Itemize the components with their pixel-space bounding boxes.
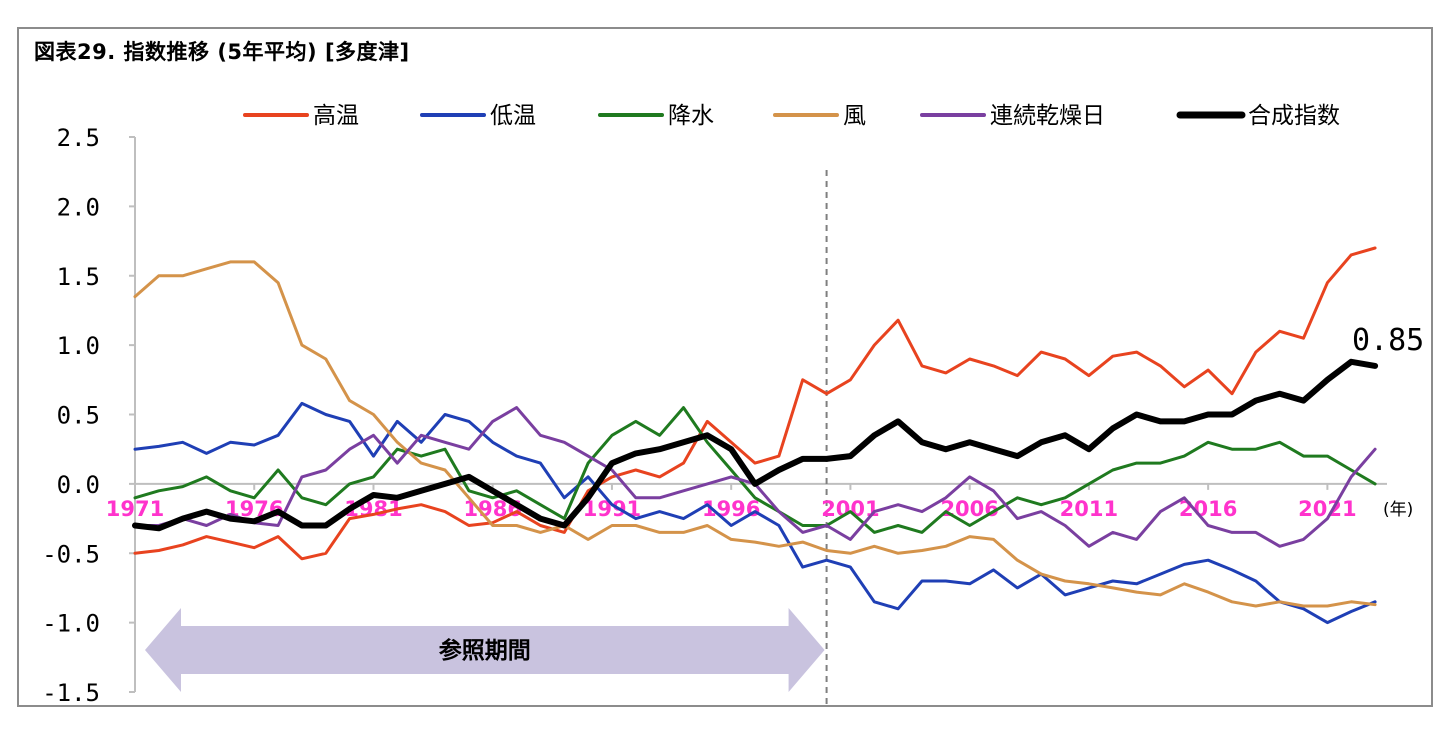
y-tick-label: 0.0	[57, 471, 100, 499]
chart-title: 図表29. 指数推移 (5年平均) [多度津]	[34, 40, 410, 64]
legend-label-降水: 降水	[668, 103, 714, 129]
x-tick-labels: 1971 1976 1981 1986 1991 1996 2001 2006 2011 2016…	[106, 497, 1413, 521]
reference-period-arrow: 参照期間	[145, 608, 825, 692]
legend: 高温 低温 降水 風 連続乾燥日 合成指数	[243, 103, 1340, 129]
legend-label-風: 風	[843, 103, 866, 129]
x-tick-label: 2006	[940, 497, 998, 521]
y-tick-label: -1.0	[42, 610, 100, 638]
x-tick-label: 2011	[1060, 497, 1118, 521]
end-value-label: 0.85	[1352, 323, 1424, 358]
series-line-合成指数	[132, 358, 1379, 532]
y-tick-label: 2.5	[57, 124, 100, 152]
series-line-風	[133, 260, 1377, 608]
x-tick-label: 1971	[106, 497, 164, 521]
legend-label-低温: 低温	[490, 103, 536, 129]
reference-period-shape	[145, 608, 825, 692]
chart-frame	[17, 27, 1433, 707]
y-tick-label: 1.0	[57, 332, 100, 360]
series-line-低温	[133, 401, 1377, 625]
y-tick-labels: 2.5 2.0 1.5 1.0 0.5 0.0 -0.5 -1.0 -1.5	[42, 124, 100, 707]
y-tick-label: 1.5	[57, 263, 100, 291]
y-tick-label: -1.5	[42, 679, 100, 707]
legend-label-高温: 高温	[313, 103, 359, 129]
reference-period-label: 参照期間	[439, 637, 531, 664]
series-lines	[132, 246, 1379, 625]
legend-label-連続乾燥日: 連続乾燥日	[990, 103, 1105, 129]
y-tick-label: 2.0	[57, 193, 100, 221]
annotations: 0.85	[1352, 323, 1424, 358]
series-line-高温	[133, 246, 1377, 561]
x-axis-unit-label: (年)	[1383, 500, 1413, 520]
axes	[129, 136, 1387, 704]
y-tick-label: -0.5	[42, 540, 100, 568]
y-tick-label: 0.5	[57, 402, 100, 430]
series-line-降水	[133, 406, 1377, 534]
legend-label-合成指数: 合成指数	[1248, 103, 1340, 129]
